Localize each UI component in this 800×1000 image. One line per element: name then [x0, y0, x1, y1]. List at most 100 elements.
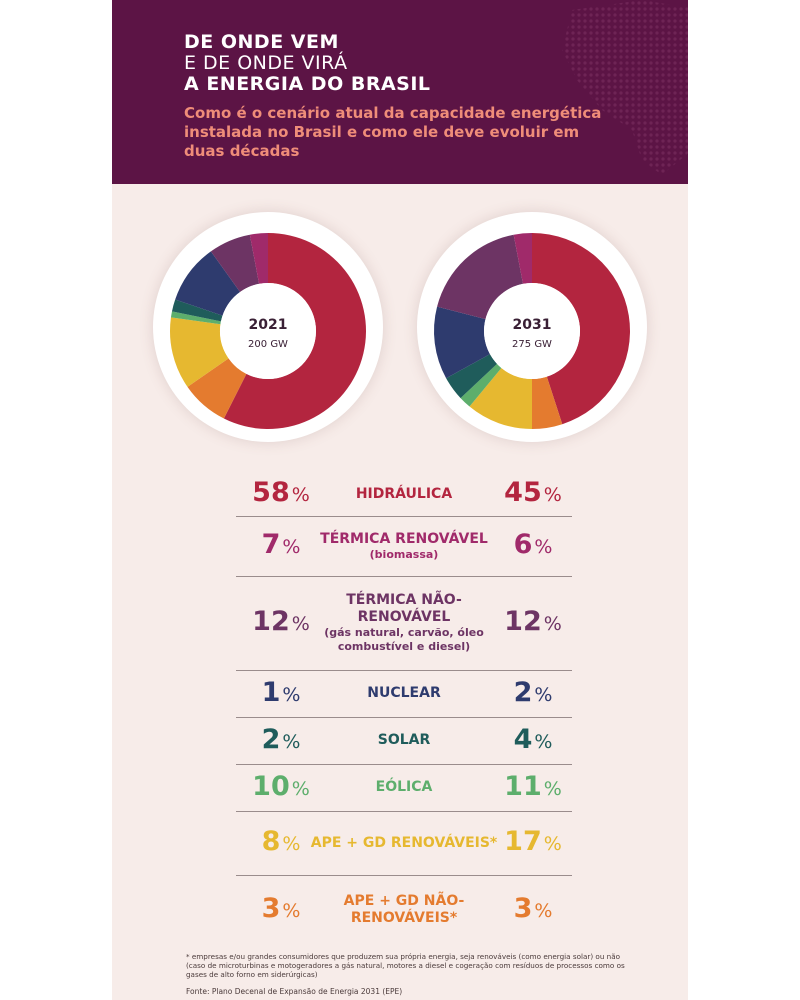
donut-chart-2021: 2021 200 GW [170, 233, 366, 429]
donut-slice-2031-5 [434, 306, 490, 379]
value-2021: 8% [250, 826, 312, 857]
donut-slice-2031-1 [532, 376, 563, 429]
table-row: 2% 4% SOLAR [236, 717, 572, 765]
percent-symbol: % [543, 777, 562, 800]
table-row: 8% 17% APE + GD RENOVÁVEIS* [236, 811, 572, 876]
percent-value: 1 [261, 676, 281, 708]
source-name: TÉRMICA NÃO-RENOVÁVEL [346, 592, 462, 625]
percent-symbol: % [291, 613, 310, 635]
percent-symbol: % [534, 730, 553, 753]
donut-slice-2031-7 [513, 233, 532, 284]
footnote: * empresas e/ou grandes consumidores que… [186, 952, 625, 979]
percent-value: 17 [504, 826, 542, 857]
donut-slice-2031-6 [437, 234, 524, 320]
source-label: APE + GD NÃO-RENOVÁVEIS* [306, 893, 502, 927]
source-name: APE + GD RENOVÁVEIS* [310, 834, 498, 851]
donut-slice-2021-2 [170, 317, 229, 387]
value-2021: 3% [250, 893, 312, 924]
value-2021: 7% [250, 529, 312, 560]
percent-value: 3 [261, 893, 281, 924]
source-name: NUCLEAR [367, 685, 441, 701]
source-label: TÉRMICA NÃO-RENOVÁVEL (gás natural, carvã… [306, 592, 502, 654]
source-label: TÉRMICA RENOVÁVEL (biomassa) [306, 531, 502, 562]
percent-value: 6 [513, 529, 533, 560]
brazil-map-dots [562, 0, 688, 175]
table-row: 7% 6% TÉRMICA RENOVÁVEL (biomassa) [236, 516, 572, 577]
percent-value: 45 [504, 477, 542, 508]
donut-slice-2021-7 [249, 233, 268, 284]
percent-value: 10 [252, 770, 290, 802]
table-row: 1% 2% NUCLEAR [236, 670, 572, 718]
percent-symbol: % [282, 833, 301, 855]
source-note: Fonte: Plano Decenal de Expansão de Ener… [186, 987, 403, 996]
source-label: NUCLEAR [306, 685, 502, 702]
percent-symbol: % [543, 613, 562, 635]
percent-value: 12 [252, 606, 290, 637]
donut-capacity-label: 200 GW [248, 339, 288, 350]
source-label: SOLAR [306, 732, 502, 749]
percent-symbol: % [534, 683, 553, 706]
donut-center-2031 [484, 283, 580, 379]
title-line-3: A ENERGIA DO BRASIL [184, 73, 431, 95]
source-label: HIDRÁULICA [306, 486, 502, 503]
percent-symbol: % [543, 833, 562, 855]
percent-symbol: % [282, 730, 301, 753]
percent-value: 7 [261, 529, 281, 560]
table-row: 3% 3% APE + GD NÃO-RENOVÁVEIS* [236, 875, 572, 945]
percent-value: 8 [261, 826, 281, 857]
page-subtitle: Como é o cenário atual da capacidade ene… [184, 104, 602, 160]
title-line-1: DE ONDE VEM [184, 31, 339, 53]
source-name: TÉRMICA RENOVÁVEL [320, 530, 488, 547]
value-2031: 4% [502, 724, 564, 755]
source-name: HIDRÁULICA [355, 485, 453, 502]
table-row: 10% 11% EÓLICA [236, 764, 572, 812]
value-2031: 45% [502, 477, 564, 508]
percent-symbol: % [291, 777, 310, 800]
table-row: 58% 45% HIDRÁULICA [236, 472, 572, 517]
donut-year-label: 2031 [513, 317, 552, 333]
value-2021: 2% [250, 724, 312, 755]
value-2031: 17% [502, 826, 564, 857]
donut-slice-2031-4 [446, 354, 498, 399]
source-label: APE + GD RENOVÁVEIS* [306, 835, 502, 852]
percent-value: 12 [504, 606, 542, 637]
percent-symbol: % [282, 683, 301, 706]
percent-symbol: % [291, 484, 310, 506]
donut-slice-2021-0 [223, 233, 366, 429]
source-detail: (biomassa) [369, 547, 439, 561]
percent-symbol: % [282, 900, 301, 922]
donut-slice-2021-6 [210, 234, 260, 292]
percent-symbol: % [534, 900, 553, 922]
source-detail: (gás natural, carvão, óleo combustível e… [324, 626, 484, 653]
title-line-2: E DE ONDE VIRÁ [184, 52, 348, 74]
table-row: 12% 12% TÉRMICA NÃO-RENOVÁVEL (gás natural,… [236, 576, 572, 671]
donut-slice-2031-0 [532, 233, 630, 425]
percent-symbol: % [282, 536, 301, 558]
percent-value: 2 [261, 723, 281, 755]
donut-chart-2031: 2031 275 GW [434, 233, 630, 429]
source-name: APE + GD NÃO-RENOVÁVEIS* [343, 893, 465, 926]
page-title: DE ONDE VEM E DE ONDE VIRÁ A ENERGIA DO … [184, 32, 431, 95]
donut-slice-2021-3 [170, 311, 221, 325]
percent-value: 2 [513, 676, 533, 708]
donut-center-2021 [220, 283, 316, 379]
donut-slice-2021-4 [171, 299, 223, 322]
value-2021: 10% [250, 771, 312, 802]
value-2021: 58% [250, 477, 312, 508]
percent-value: 58 [252, 477, 290, 508]
donut-slice-2031-2 [469, 367, 532, 429]
value-2031: 3% [502, 893, 564, 924]
percent-value: 3 [513, 893, 533, 924]
percent-symbol: % [543, 484, 562, 506]
donut-slice-2021-5 [175, 251, 241, 316]
value-2021: 1% [250, 677, 312, 708]
percent-value: 4 [513, 723, 533, 755]
value-2031: 2% [502, 677, 564, 708]
source-label: EÓLICA [306, 779, 502, 796]
percent-symbol: % [534, 536, 553, 558]
value-2031: 6% [502, 529, 564, 560]
donut-slice-2021-1 [187, 358, 247, 419]
percent-value: 11 [504, 770, 542, 802]
donut-slice-2031-3 [460, 363, 502, 407]
value-2031: 12% [502, 606, 564, 637]
